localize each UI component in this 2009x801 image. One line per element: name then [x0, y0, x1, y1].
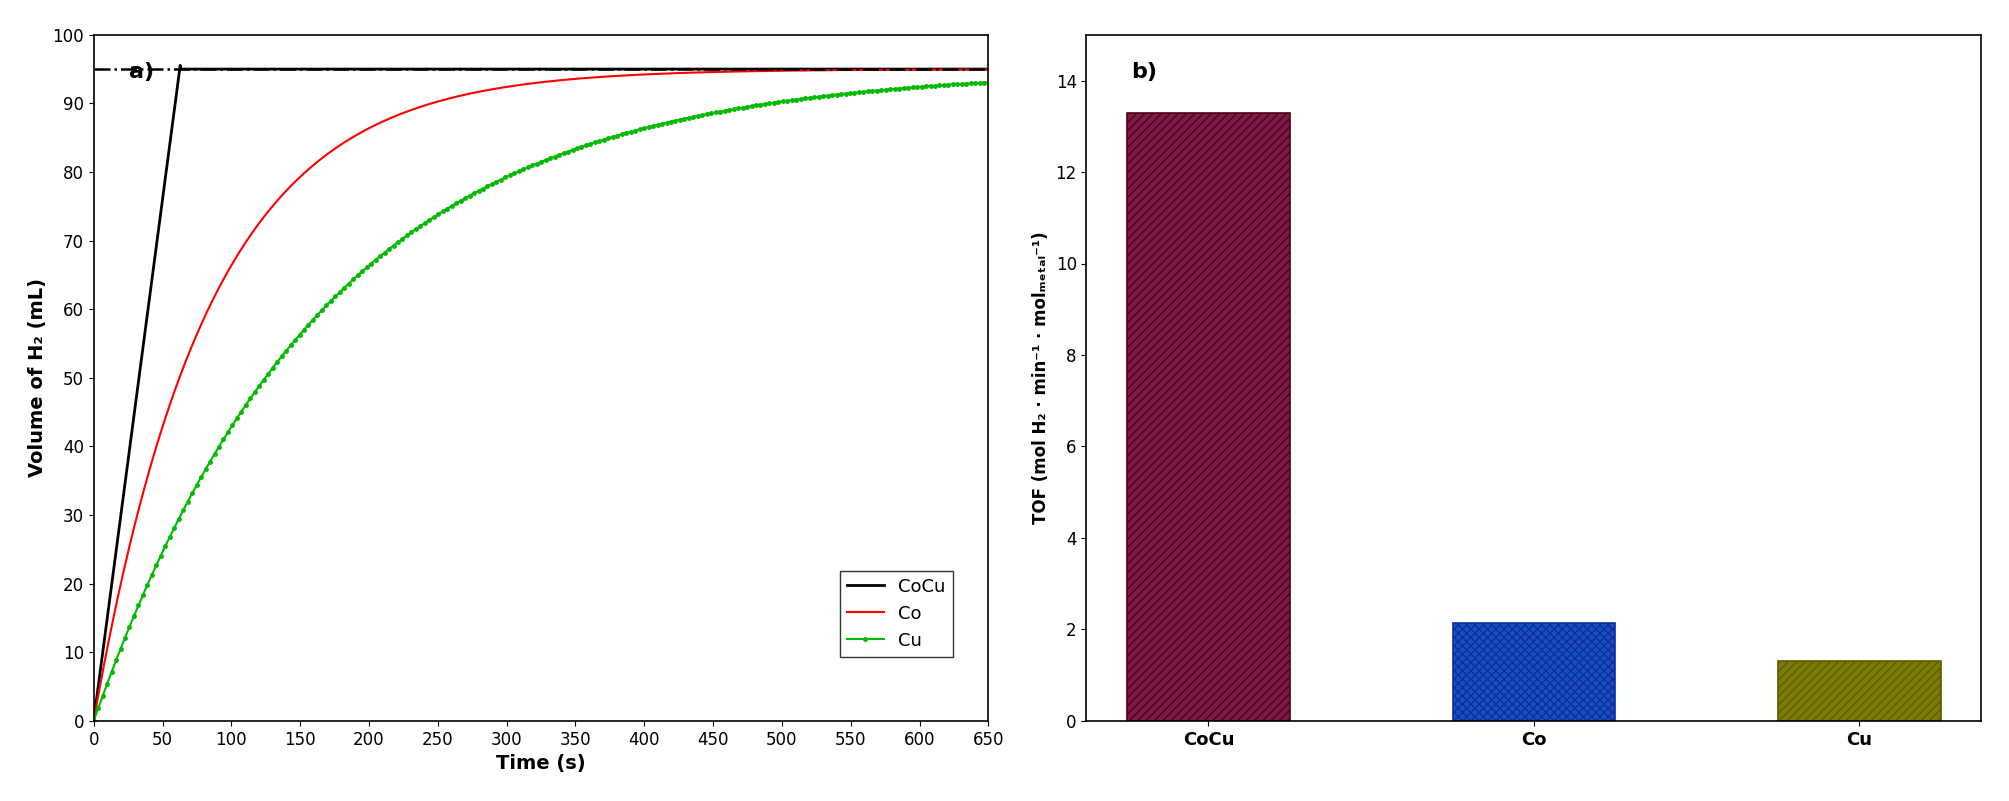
X-axis label: Time (s): Time (s): [496, 755, 587, 773]
CoCu: [82, 716, 106, 726]
Cu: [183, 482, 207, 492]
Co: [183, 332, 207, 342]
CoCu: [862, 64, 886, 74]
Line: CoCu: CoCu: [94, 66, 988, 721]
Line: Co: Co: [94, 70, 988, 721]
Y-axis label: TOF (mol H₂ · min⁻¹ · molₘₑₜₐₗ⁻¹): TOF (mol H₂ · min⁻¹ · molₘₑₜₐₗ⁻¹): [1033, 231, 1051, 524]
Co: [464, 87, 488, 97]
CoCu: [976, 64, 1000, 74]
Cu: [862, 86, 886, 95]
Bar: [1127, 113, 1290, 721]
Co: [862, 65, 886, 74]
CoCu: [464, 64, 488, 74]
Cu: [424, 211, 448, 220]
Co: [237, 233, 261, 243]
CoCu: [958, 64, 982, 74]
Bar: [1453, 622, 1615, 721]
Bar: [1778, 662, 1941, 721]
Text: a): a): [129, 62, 155, 83]
CoCu: [185, 64, 209, 74]
Cu: [464, 187, 488, 197]
Cu: [237, 396, 261, 405]
Co: [424, 97, 448, 107]
Co: [976, 65, 1000, 74]
Text: b): b): [1131, 62, 1157, 83]
Co: [958, 65, 982, 74]
Cu: [976, 78, 1000, 87]
CoCu: [237, 64, 261, 74]
Cu: [958, 78, 982, 88]
CoCu: [169, 61, 193, 70]
Legend: CoCu, Co, Cu: CoCu, Co, Cu: [840, 570, 952, 657]
Y-axis label: Volume of H₂ (mL): Volume of H₂ (mL): [28, 279, 46, 477]
CoCu: [426, 64, 450, 74]
Cu: [82, 716, 106, 726]
Co: [82, 716, 106, 726]
Line: Cu: Cu: [92, 81, 990, 723]
